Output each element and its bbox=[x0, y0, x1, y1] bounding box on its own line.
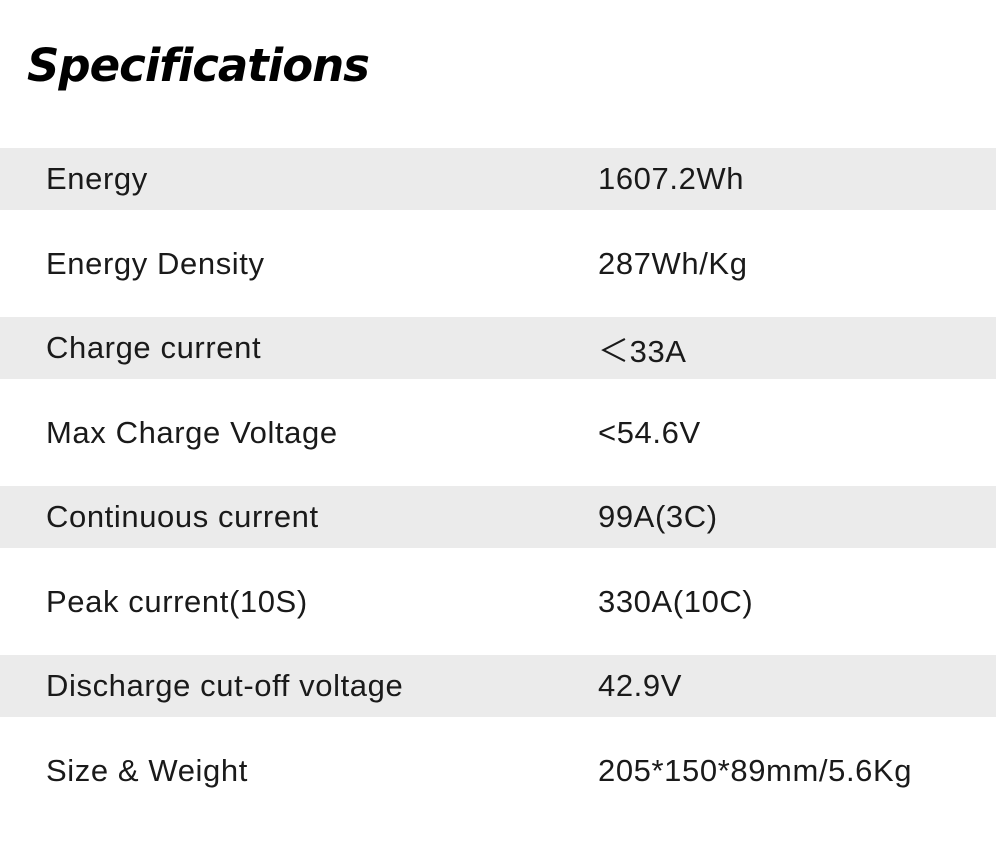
spec-label: Energy Density bbox=[46, 245, 265, 281]
spec-label: Charge current bbox=[46, 330, 262, 365]
spec-value: 205*150*89mm/5.6Kg bbox=[598, 752, 913, 788]
spec-value: 99A(3C) bbox=[598, 499, 718, 534]
spec-label: Size & Weight bbox=[46, 752, 248, 788]
spec-row-charge-current: Charge current ＜33A bbox=[0, 317, 996, 379]
spec-value: 42.9V bbox=[598, 668, 683, 703]
spec-value: 330A(10C) bbox=[598, 583, 754, 619]
page-title: Specifications bbox=[27, 39, 370, 92]
spec-label: Energy bbox=[46, 161, 148, 196]
spec-label: Max Charge Voltage bbox=[46, 414, 338, 450]
spec-label: Discharge cut-off voltage bbox=[46, 668, 404, 703]
spec-row-discharge-cutoff-voltage: Discharge cut-off voltage 42.9V bbox=[0, 655, 996, 717]
spec-table: Energy 1607.2Wh Energy Density 287Wh/Kg … bbox=[0, 148, 996, 824]
spec-row-size-weight: Size & Weight 205*150*89mm/5.6Kg bbox=[0, 717, 996, 824]
spec-value: <54.6V bbox=[598, 414, 701, 450]
spec-row-energy: Energy 1607.2Wh bbox=[0, 148, 996, 210]
spec-value: 287Wh/Kg bbox=[598, 245, 748, 281]
spec-value: ＜33A bbox=[598, 333, 687, 369]
spec-row-max-charge-voltage: Max Charge Voltage <54.6V bbox=[0, 379, 996, 486]
spec-label: Peak current(10S) bbox=[46, 583, 308, 619]
spec-row-energy-density: Energy Density 287Wh/Kg bbox=[0, 210, 996, 317]
spec-label: Continuous current bbox=[46, 499, 319, 534]
spec-value: 1607.2Wh bbox=[598, 161, 745, 196]
spec-row-peak-current: Peak current(10S) 330A(10C) bbox=[0, 548, 996, 655]
spec-row-continuous-current: Continuous current 99A(3C) bbox=[0, 486, 996, 548]
